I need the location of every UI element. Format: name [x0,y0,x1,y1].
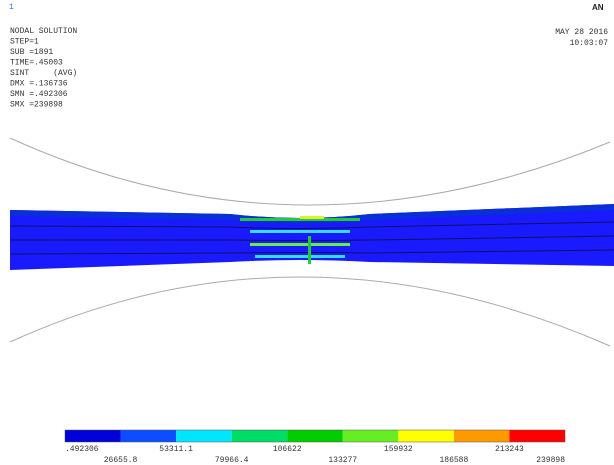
info-line: STEP=1 [10,38,39,47]
legend-label: 106622 [273,445,302,454]
legend-label: 186588 [439,456,468,465]
legend-label: 239898 [536,456,565,465]
legend-label: 79966.4 [215,456,249,465]
info-line: DMX =.136736 [10,80,68,89]
time: 10:03:07 [570,39,609,48]
legend-swatch [454,430,510,442]
legend-label: 53311.1 [159,445,193,454]
info-line: SMN =.492306 [10,90,68,99]
info-line: SINT (AVG) [10,69,77,78]
logo: AN [592,3,604,12]
window-number: 1 [9,3,14,12]
legend-swatch [65,430,121,442]
info-line: SUB =1891 [10,48,53,57]
legend-swatch [232,430,288,442]
legend-swatch [176,430,232,442]
legend-swatch [121,430,177,442]
legend-label: 213243 [495,445,524,454]
info-line: SMX =239898 [10,101,63,110]
legend-swatch [398,430,454,442]
date: MAY 28 2016 [555,28,608,37]
info-line: NODAL SOLUTION [10,27,77,36]
legend-swatch [287,430,343,442]
legend-label: 133277 [328,456,357,465]
legend-swatch [509,430,565,442]
plot-window: 1 AN NODAL SOLUTION STEP=1SUB =1891 TIME=.… [0,0,614,465]
legend-label: .492306 [65,445,99,454]
legend-label: 26655.8 [104,456,138,465]
info-line: TIME=.45003 [10,59,63,68]
legend-label: 159932 [384,445,413,454]
legend-swatch [343,430,399,442]
